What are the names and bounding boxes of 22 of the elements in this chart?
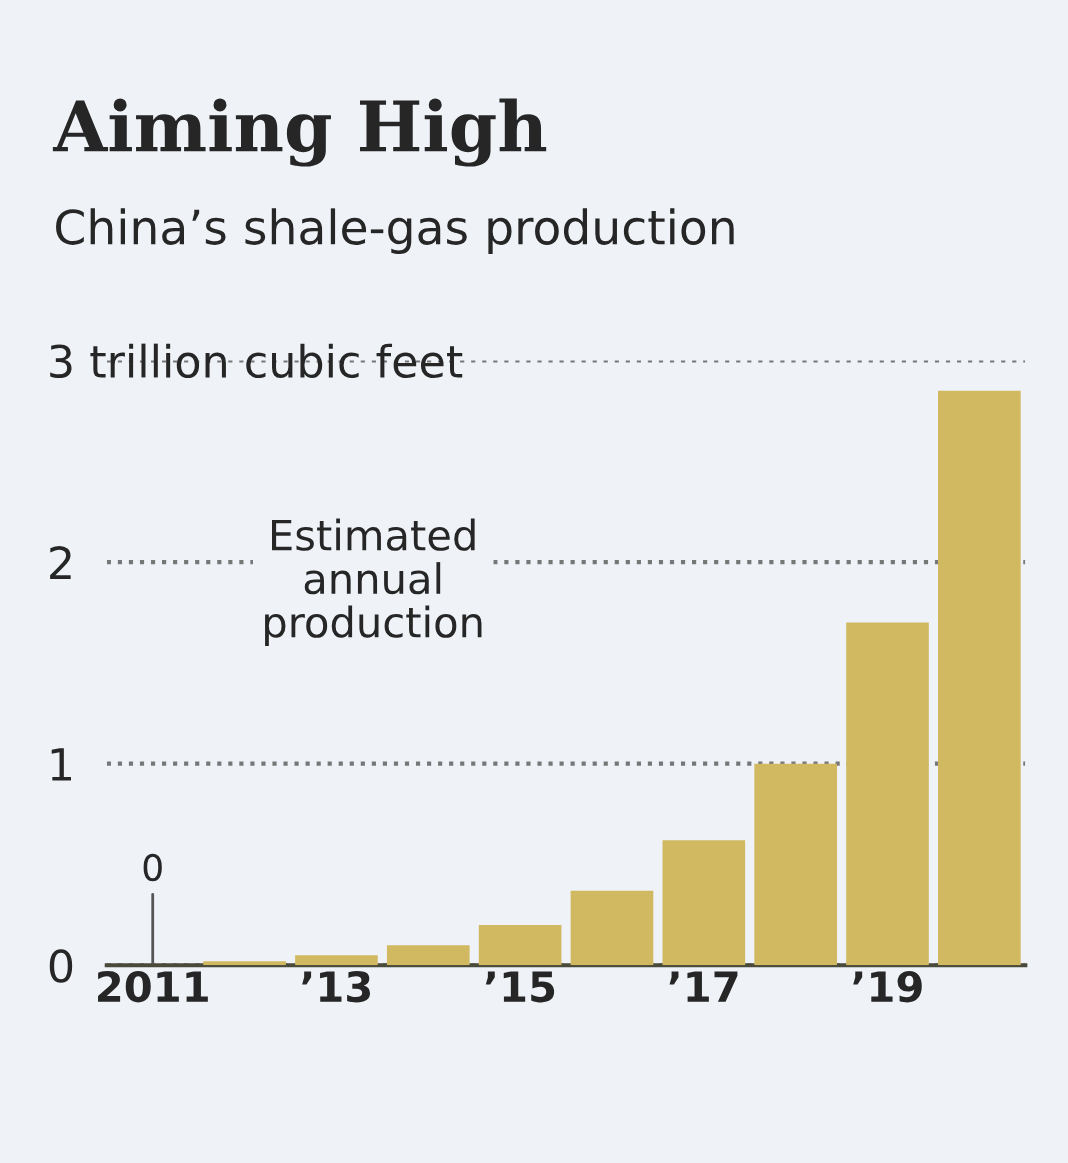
x-tick-label: ’17 <box>669 971 738 1002</box>
bar <box>386 945 470 966</box>
y-tick-label: 0 <box>49 949 73 983</box>
bar <box>570 890 654 966</box>
y-tick-label: 2 <box>50 546 71 579</box>
chart-subtitle: China’s shale-gas production <box>56 208 734 255</box>
bar <box>203 961 286 966</box>
bar <box>754 763 837 966</box>
x-tick-label: 2011 <box>98 970 208 1003</box>
bar <box>295 955 378 966</box>
bar <box>662 840 746 966</box>
annotation: 0 <box>143 853 162 882</box>
y-tick-label: 1 <box>51 748 71 781</box>
x-tick-label: ’15 <box>485 971 555 1003</box>
annotation: Estimated annual production <box>265 518 482 646</box>
x-tick-label: ’19 <box>853 970 922 1003</box>
bar <box>846 622 929 966</box>
bar <box>478 924 562 966</box>
y-tick-label: 3 trillion cubic feet <box>50 343 463 379</box>
bar <box>938 390 1021 966</box>
chart-title: Aiming High <box>52 98 547 167</box>
x-tick-label: ’13 <box>302 970 371 1003</box>
